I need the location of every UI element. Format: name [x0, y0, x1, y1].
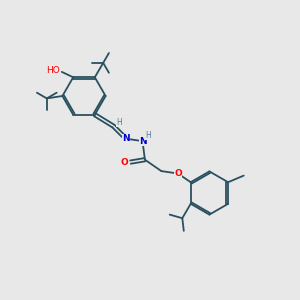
Text: N: N	[122, 134, 130, 143]
Text: N: N	[139, 136, 146, 146]
Text: H: H	[145, 131, 151, 140]
Text: O: O	[121, 158, 128, 166]
Text: HO: HO	[46, 66, 60, 75]
Text: H: H	[116, 118, 122, 127]
Text: O: O	[174, 169, 182, 178]
